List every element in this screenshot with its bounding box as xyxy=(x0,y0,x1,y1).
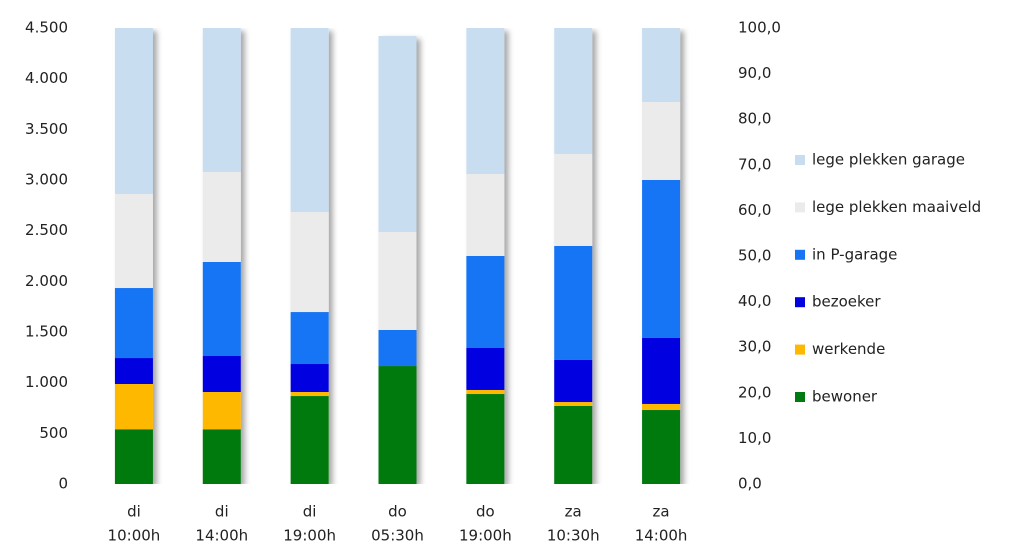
legend-label: lege plekken garage xyxy=(812,151,965,169)
legend-label: lege plekken maaiveld xyxy=(812,198,981,216)
bar-segment xyxy=(202,28,241,172)
bar-segment xyxy=(202,356,241,392)
bar-segment xyxy=(290,364,329,392)
bar-segment xyxy=(642,101,681,180)
bar-segment xyxy=(554,359,593,403)
x-tick-label: 19:00h xyxy=(459,527,512,545)
legend-label: in P-garage xyxy=(812,245,897,263)
x-tick-label: za xyxy=(565,503,582,521)
bar-segment xyxy=(290,391,329,397)
bar-segment xyxy=(378,366,417,484)
bar-segment xyxy=(202,261,241,357)
bar-stack xyxy=(290,28,329,484)
bar-segment xyxy=(466,394,505,484)
x-tick-label: 10:00h xyxy=(108,527,161,545)
bar-segment xyxy=(642,28,681,102)
plot-area xyxy=(114,28,681,484)
bar-stack xyxy=(378,36,417,484)
bar-segment xyxy=(378,36,417,232)
x-tick-label: do xyxy=(476,503,495,521)
bar-segment xyxy=(114,28,153,194)
bar-segment xyxy=(114,429,153,484)
bar-segment xyxy=(466,256,505,349)
y-tick-label: 0 xyxy=(58,475,68,493)
bar-segment xyxy=(290,396,329,484)
y-tick-label: 4.500 xyxy=(25,19,68,37)
x-tick-label: 14:00h xyxy=(195,527,248,545)
y-tick-label: 1.500 xyxy=(25,323,68,341)
bar-stack xyxy=(202,28,241,484)
bar-segment xyxy=(378,231,417,330)
legend-swatch xyxy=(795,249,805,260)
y2-tick-label: 10,0 xyxy=(738,429,771,447)
legend-swatch xyxy=(795,297,805,308)
y2-tick-label: 0,0 xyxy=(738,475,762,493)
y-tick-label: 1.000 xyxy=(25,373,68,391)
bar-segment xyxy=(114,383,153,430)
y-tick-label: 3.500 xyxy=(25,120,68,138)
bar-segment xyxy=(202,171,241,262)
y2-tick-label: 70,0 xyxy=(738,155,771,173)
y2-tick-label: 90,0 xyxy=(738,64,771,82)
y-tick-label: 500 xyxy=(39,424,68,442)
bar-segment xyxy=(202,391,241,430)
bar-stack xyxy=(466,28,505,484)
x-tick-label: do xyxy=(388,503,407,521)
bar-segment xyxy=(554,153,593,246)
bar-segment xyxy=(466,174,505,256)
y2-tick-label: 60,0 xyxy=(738,201,771,219)
x-tick-label: 14:00h xyxy=(635,527,688,545)
x-tick-label: za xyxy=(653,503,670,521)
legend-swatch xyxy=(795,344,805,355)
y-tick-label: 2.000 xyxy=(25,272,68,290)
bar-segment xyxy=(114,288,153,359)
y2-tick-label: 80,0 xyxy=(738,110,771,128)
bar-segment xyxy=(554,402,593,406)
bar-segment xyxy=(554,245,593,360)
x-tick-label: 10:30h xyxy=(547,527,600,545)
bar-segment xyxy=(466,348,505,390)
y2-tick-label: 20,0 xyxy=(738,383,771,401)
bar-stack xyxy=(642,28,681,484)
bar-segment xyxy=(114,193,153,289)
legend-swatch xyxy=(795,155,805,165)
x-tick-label: 05:30h xyxy=(371,527,424,545)
bar-segment xyxy=(466,28,505,175)
bar-stack xyxy=(114,28,153,484)
bar-segment xyxy=(114,358,153,384)
y2-tick-label: 50,0 xyxy=(738,247,771,265)
bar-segment xyxy=(642,403,681,411)
legend-swatch xyxy=(795,392,805,402)
y-tick-label: 3.000 xyxy=(25,171,68,189)
y-tick-label: 4.000 xyxy=(25,69,68,87)
bar-segment xyxy=(554,28,593,154)
y-tick-label: 2.500 xyxy=(25,221,68,239)
bar-segment xyxy=(642,410,681,484)
bar-segment xyxy=(290,312,329,365)
bar-segment xyxy=(554,405,593,484)
legend-label: werkende xyxy=(812,340,885,358)
y2-tick-label: 100,0 xyxy=(738,19,781,37)
x-tick-label: 19:00h xyxy=(283,527,336,545)
legend-swatch xyxy=(795,202,805,213)
bar-segment xyxy=(290,212,329,313)
x-tick-label: di xyxy=(215,503,229,521)
legend-label: bezoeker xyxy=(812,293,881,311)
x-tick-label: di xyxy=(127,503,141,521)
bar-segment xyxy=(642,180,681,338)
y2-tick-label: 40,0 xyxy=(738,292,771,310)
bar-segment xyxy=(466,389,505,395)
bar-segment xyxy=(378,329,417,367)
bar-segment xyxy=(290,28,329,213)
bar-segment xyxy=(642,337,681,404)
legend-label: bewoner xyxy=(812,388,878,406)
bar-segment xyxy=(202,429,241,484)
bar-stack xyxy=(554,28,593,484)
x-tick-label: di xyxy=(303,503,317,521)
y2-tick-label: 30,0 xyxy=(738,338,771,356)
